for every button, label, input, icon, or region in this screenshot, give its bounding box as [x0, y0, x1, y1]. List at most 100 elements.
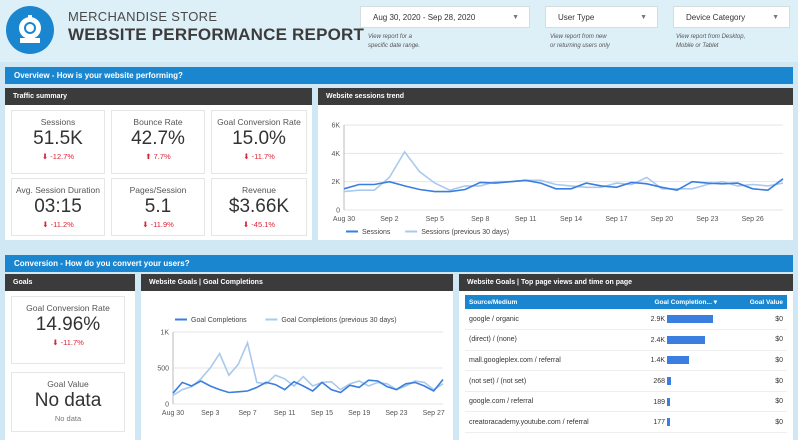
table-row[interactable]: google / organic 2.9K $0	[465, 309, 787, 331]
kpi-card-pages-per-session: Pages/Session 5.1 ⬇ -11.9%	[111, 178, 205, 236]
x-tick-label: Sep 23	[696, 216, 718, 223]
legend-label: Goal Completions (previous 30 days)	[281, 317, 396, 324]
table-row[interactable]: creatoracademy.youtube.com / referral 177…	[465, 411, 787, 434]
device-category-dropdown[interactable]: Device Category ▼	[673, 6, 790, 28]
completions-cell: 268	[613, 370, 721, 392]
x-tick-label: Sep 5	[426, 216, 444, 223]
user-type-hint: View report from new or returning users o…	[550, 34, 610, 49]
completion-bar	[667, 418, 670, 427]
x-tick-label: Sep 2	[380, 216, 398, 223]
completions-cell: 1.4K	[613, 350, 721, 372]
column-header-goal-value[interactable]: Goal Value	[721, 295, 787, 309]
x-tick-label: Sep 7	[238, 410, 256, 417]
kpi-card-sessions: Sessions 51.5K ⬇ -12.7%	[11, 110, 105, 174]
sessions-trend-panel: Website sessions trend 0 2K 4K 6K Aug 30 Sep …	[318, 88, 793, 240]
column-header-goal-completions[interactable]: Goal Completion... ▾	[613, 295, 721, 309]
x-tick-label: Sep 11	[274, 410, 296, 417]
x-tick-label: Sep 26	[742, 216, 764, 223]
kpi-card-avg-session-duration: Avg. Session Duration 03:15 ⬇ -11.2%	[11, 178, 105, 236]
completion-bar	[667, 356, 689, 365]
chevron-down-icon: ▼	[512, 13, 519, 21]
series-line	[172, 378, 444, 394]
series-line	[343, 150, 784, 193]
legend-label: Sessions	[362, 229, 391, 236]
goal-completions-panel: Website Goals | Goal Completions 0 500 1K A…	[141, 274, 453, 440]
diving-helmet-icon	[19, 15, 41, 43]
table-row[interactable]: mall.googleplex.com / referral 1.4K $0	[465, 350, 787, 372]
column-header-source[interactable]: Source/Medium	[465, 295, 613, 309]
y-tick-label: 2K	[331, 179, 340, 186]
arrow-down-icon: ⬇	[41, 152, 51, 161]
goal-value-cell: $0	[721, 329, 787, 351]
kpi-card-goal-conversion-rate: Goal Conversion Rate 15.0% ⬇ -11.7%	[211, 110, 307, 174]
completion-bar	[667, 377, 671, 386]
date-range-dropdown[interactable]: Aug 30, 2020 - Sep 28, 2020 ▼	[360, 6, 530, 28]
chevron-down-icon: ▼	[772, 13, 779, 21]
x-tick-label: Aug 30	[333, 216, 355, 223]
goal-value-cell: $0	[721, 391, 787, 413]
y-tick-label: 6K	[331, 123, 340, 130]
x-tick-label: Sep 19	[348, 410, 370, 417]
source-cell: (not set) / (not set)	[465, 370, 613, 392]
goal-completions-title: Website Goals | Goal Completions	[141, 274, 453, 291]
user-type-dropdown[interactable]: User Type ▼	[545, 6, 658, 28]
overview-band: Overview - How is your website performin…	[5, 67, 793, 84]
goals-table: Source/Medium Goal Completion... ▾ Goal …	[465, 295, 787, 434]
x-tick-label: Sep 14	[560, 216, 582, 223]
completion-bar	[667, 397, 670, 406]
logo	[6, 6, 54, 54]
sessions-trend-title: Website sessions trend	[318, 88, 793, 105]
goal-value-card: Goal Value No data No data	[11, 372, 125, 432]
sessions-trend-chart: 0 2K 4K 6K Aug 30 Sep 2 Sep 5 Sep 8 Sep 11 Sep 14…	[331, 123, 784, 236]
top-pages-panel: Website Goals | Top page views and time …	[459, 274, 793, 440]
x-tick-label: Sep 17	[605, 216, 627, 223]
source-cell: (direct) / (none)	[465, 329, 613, 351]
x-tick-label: Sep 8	[471, 216, 489, 223]
device-category-value: Device Category	[686, 12, 746, 22]
x-tick-label: Sep 11	[515, 216, 537, 223]
y-tick-label: 500	[157, 366, 169, 373]
x-tick-label: Sep 20	[651, 216, 673, 223]
chevron-down-icon: ▼	[640, 13, 647, 21]
goal-value-cell: $0	[721, 350, 787, 372]
completions-cell: 189	[613, 391, 721, 413]
arrow-down-icon: ⬇	[242, 220, 252, 229]
x-tick-label: Sep 15	[311, 410, 333, 417]
conversion-band: Conversion - How do you convert your use…	[5, 255, 793, 272]
completions-cell: 2.9K	[613, 309, 721, 331]
x-tick-label: Aug 30	[162, 410, 184, 417]
device-category-hint: View report from Desktop, Mobile or Table…	[676, 34, 746, 49]
goal-value-cell: $0	[721, 411, 787, 434]
arrow-down-icon: ⬇	[243, 152, 252, 161]
table-row[interactable]: google.com / referral 189 $0	[465, 391, 787, 413]
date-range-value: Aug 30, 2020 - Sep 28, 2020	[373, 12, 476, 22]
completions-cell: 2.4K	[613, 329, 721, 351]
arrow-down-icon: ⬇	[52, 338, 61, 347]
kpi-card-revenue: Revenue $3.66K ⬇ -45.1%	[211, 178, 307, 236]
goal-conversion-card: Goal Conversion Rate 14.96% ⬇ -11.7%	[11, 296, 125, 364]
goal-value-cell: $0	[721, 370, 787, 392]
x-tick-label: Sep 23	[385, 410, 407, 417]
completions-cell: 177	[613, 411, 721, 434]
y-tick-label: 1K	[160, 330, 169, 337]
source-cell: google / organic	[465, 309, 613, 331]
goal-completions-chart: 0 500 1K Aug 30 Sep 3 Sep 7 Sep 11 Sep 15 Sep 19…	[157, 317, 445, 417]
table-row[interactable]: (direct) / (none) 2.4K $0	[465, 329, 787, 351]
table-row[interactable]: (not set) / (not set) 268 $0	[465, 370, 787, 392]
date-range-hint: View report for a specific date range.	[368, 34, 421, 49]
arrow-up-icon: ⬆	[145, 152, 154, 161]
goal-value-cell: $0	[721, 309, 787, 331]
completion-bar	[667, 315, 713, 324]
page-title: WEBSITE PERFORMANCE REPORT	[68, 25, 365, 44]
y-tick-label: 0	[336, 208, 340, 215]
user-type-value: User Type	[558, 12, 595, 22]
source-cell: mall.googleplex.com / referral	[465, 350, 613, 372]
traffic-summary-title: Traffic summary	[5, 88, 312, 105]
arrow-down-icon: ⬇	[42, 220, 51, 229]
series-line	[343, 178, 784, 193]
kpi-card-bounce-rate: Bounce Rate 42.7% ⬆ 7.7%	[111, 110, 205, 174]
x-tick-label: Sep 27	[423, 410, 445, 417]
y-tick-label: 4K	[331, 151, 340, 158]
source-cell: creatoracademy.youtube.com / referral	[465, 411, 613, 434]
legend-label: Sessions (previous 30 days)	[421, 229, 509, 236]
